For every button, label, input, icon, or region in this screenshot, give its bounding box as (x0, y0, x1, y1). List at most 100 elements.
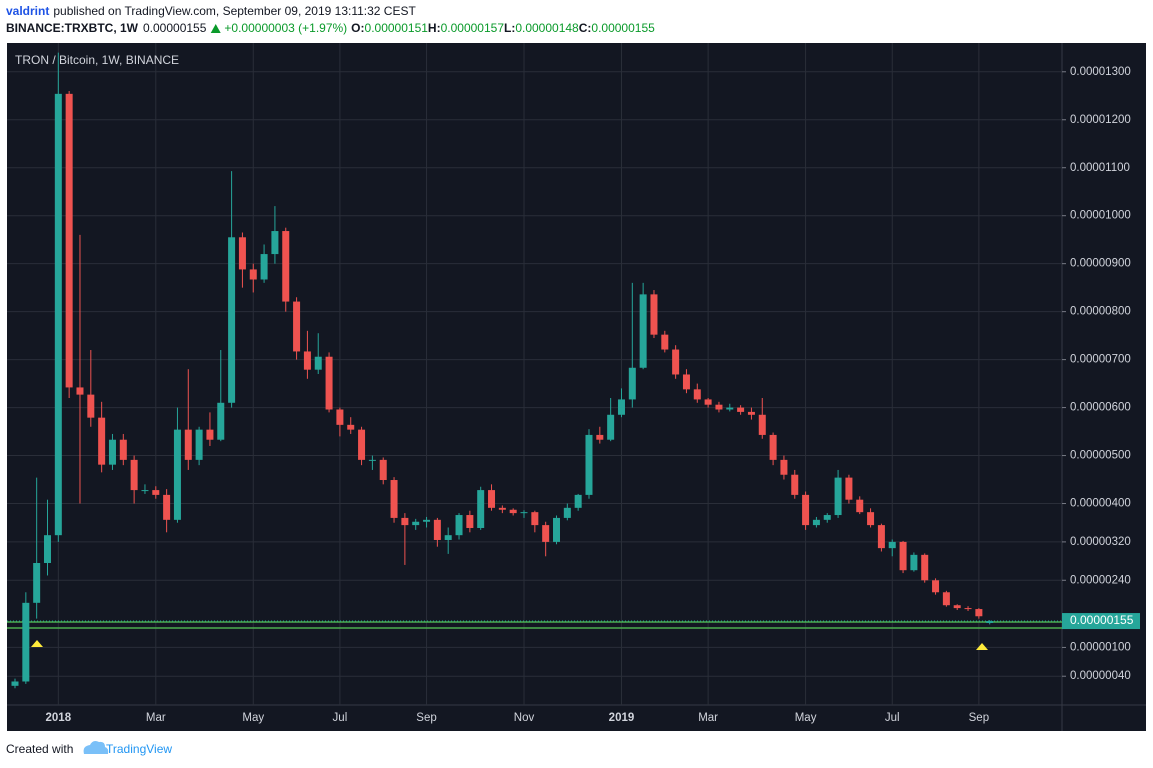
candle-body (802, 494, 810, 526)
candle-body (249, 269, 257, 280)
brand-logo (83, 741, 109, 754)
x-tick-label: May (795, 712, 817, 724)
candle-body (108, 439, 116, 465)
symbol: BINANCE:TRXBTC, 1W (6, 21, 139, 35)
candle-body (130, 459, 138, 491)
candle-body (986, 621, 994, 623)
candle-body (791, 474, 799, 495)
candle-body (477, 490, 485, 528)
x-tick-label: May (242, 712, 264, 724)
candle-body (466, 515, 474, 528)
marker-triangle (31, 640, 43, 647)
candle-body (607, 414, 615, 440)
candle-body (401, 517, 409, 526)
y-tick-label: 0.00000700 (1070, 354, 1131, 366)
candle-body (682, 374, 690, 390)
created-with: Created with (6, 742, 73, 756)
candle-body (812, 519, 820, 526)
candle-body (195, 429, 203, 460)
candle-body (433, 519, 441, 540)
y-tick-label: 0.00000320 (1070, 536, 1131, 548)
y-tick-label: 0.00000400 (1070, 498, 1131, 510)
candle-body (54, 93, 62, 536)
candle-body (780, 459, 788, 475)
x-tick-label: Jul (333, 712, 348, 724)
candle-body (119, 439, 127, 460)
y-tick-label: 0.00000100 (1070, 641, 1131, 653)
price: 0.00000155 (143, 21, 207, 35)
candle-body (423, 519, 431, 522)
candle-body (87, 394, 95, 418)
header-line-1: valdrint published on TradingView.com, Se… (6, 4, 416, 18)
c-label: C: (579, 21, 592, 35)
grid (7, 43, 1062, 705)
candle-body (76, 387, 84, 395)
candle-body (563, 507, 571, 518)
candles (11, 52, 994, 689)
y-tick-label: 0.00001200 (1070, 114, 1131, 126)
candle-body (910, 554, 918, 571)
candle-body (823, 515, 831, 520)
marker-triangle (976, 643, 988, 650)
candle-body (628, 367, 636, 400)
x-tick-label: 2018 (46, 712, 72, 724)
candle-body (585, 434, 593, 495)
axes: 0.00001300 0.00001200 0.00001100 0.00001000… (7, 66, 1140, 724)
candle-body (942, 592, 950, 606)
chart-background (7, 43, 1146, 731)
y-tick-label: 0.00001000 (1070, 210, 1131, 222)
candle-body (693, 389, 701, 400)
candle-body (488, 490, 496, 508)
y-tick-label: 0.00000240 (1070, 574, 1131, 586)
candle-body (260, 254, 268, 280)
candle-body (444, 535, 452, 540)
candle-body (314, 356, 322, 370)
candle-body (141, 490, 149, 492)
candle-body (964, 608, 972, 610)
h-value: 0.00000157 (441, 21, 505, 35)
c-value: 0.00000155 (591, 21, 655, 35)
candle-body (737, 407, 745, 412)
up-arrow (210, 24, 221, 33)
candle-body (726, 407, 734, 410)
chart-title: TRON / Bitcoin, 1W, BINANCE (15, 53, 179, 67)
l-value: 0.00000148 (515, 21, 579, 35)
o-value: 0.00000151 (365, 21, 429, 35)
candle-body (834, 477, 842, 516)
candle-body (455, 515, 463, 536)
x-tick-label: Jul (885, 712, 900, 724)
candle-body (206, 429, 214, 440)
y-tick-label: 0.00001100 (1070, 162, 1130, 174)
candle-body (867, 512, 875, 526)
o-label: O: (351, 21, 364, 35)
candle-body (509, 509, 517, 514)
candle-body (98, 417, 106, 465)
candle-body (33, 563, 41, 603)
candle-body (650, 294, 658, 335)
candle-body (542, 525, 550, 542)
y-tick-label: 0.00000500 (1070, 450, 1131, 462)
candle-body (888, 541, 896, 549)
candle-body (574, 494, 582, 508)
candle-body (498, 507, 506, 510)
last-price-tag (1062, 613, 1140, 630)
candle-body (715, 404, 723, 410)
candle-body (22, 602, 30, 682)
candle-body (553, 517, 560, 542)
author[interactable]: valdrint (6, 4, 49, 18)
candle-body (65, 93, 73, 388)
candle-body (877, 525, 885, 549)
y-tick-label: 0.00000800 (1070, 306, 1131, 318)
candle-body (596, 434, 604, 440)
x-tick-label: 2019 (609, 712, 635, 724)
candle-body (325, 356, 333, 410)
brand[interactable]: TradingView (106, 742, 172, 756)
candle-body (661, 334, 669, 350)
y-tick-label: 0.00000040 (1070, 670, 1131, 682)
candle-body (672, 349, 680, 375)
candle-body (769, 434, 777, 460)
candle-body (845, 477, 853, 500)
candle-body (184, 429, 192, 460)
candle-body (379, 459, 387, 481)
